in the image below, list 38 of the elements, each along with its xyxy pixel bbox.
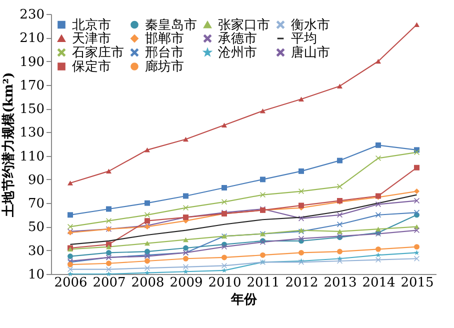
y-tick-label: 230 (20, 8, 44, 22)
legend-label: 唐山市 (291, 46, 330, 60)
y-tick-label: 170 (20, 78, 44, 94)
legend-label: 邢台市 (145, 46, 184, 60)
legend-label: 石家庄市 (72, 44, 124, 60)
legend-label: 沧州市 (218, 46, 257, 60)
x-axis-title: 年份 (230, 292, 258, 308)
y-tick-label: 130 (20, 126, 44, 141)
y-tick-label: 150 (20, 102, 44, 118)
legend-label: 衡水市 (291, 18, 330, 33)
y-tick-label: 90 (28, 172, 44, 188)
legend-label: 张家口市 (218, 16, 270, 33)
x-tick-label: 2011 (246, 276, 280, 290)
legend-label: 承德市 (218, 32, 257, 46)
x-tick-label: 2006 (54, 276, 88, 290)
x-tick-label: 2008 (131, 276, 164, 290)
legend-label: 秦皇岛市 (145, 18, 197, 33)
y-tick-label: 110 (20, 149, 44, 164)
x-tick-label: 2007 (92, 276, 126, 290)
legend-label: 邯郸市 (145, 32, 184, 46)
y-tick-label: 190 (20, 54, 44, 70)
x-tick-label: 2012 (285, 276, 318, 290)
y-tick-label: 10 (28, 268, 44, 282)
legend-label: 天津市 (72, 32, 111, 46)
x-tick-label: 2009 (170, 276, 203, 290)
y-tick-label: 70 (28, 196, 44, 212)
y-tick-label: 30 (28, 244, 44, 259)
legend-label: 廊坊市 (145, 58, 184, 74)
x-tick-label: 2014 (362, 276, 396, 290)
x-tick-label: 2010 (208, 276, 242, 290)
x-tick-label: 2015 (400, 276, 434, 290)
y-axis-title: 土地节约潜力规模(km²) (2, 72, 17, 218)
legend-label: 北京市 (72, 18, 111, 33)
y-tick-label: 210 (20, 31, 44, 46)
x-tick-label: 2013 (324, 276, 357, 290)
legend-label: 平均 (291, 32, 317, 46)
legend-label: 保定市 (72, 60, 111, 74)
y-tick-label: 50 (28, 220, 44, 236)
